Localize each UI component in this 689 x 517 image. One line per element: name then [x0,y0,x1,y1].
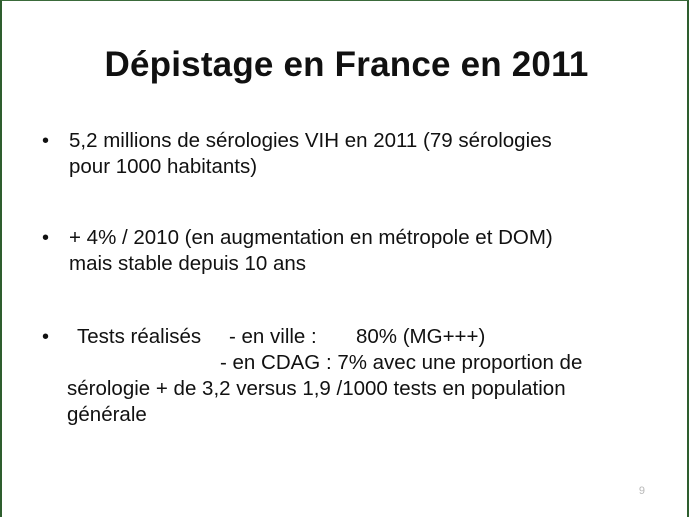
bullet-text-line: sérologie + de 3,2 versus 1,9 /1000 test… [67,377,566,400]
bullet-icon: • [42,130,50,152]
slide-title: Dépistage en France en 2011 [104,45,589,84]
bullet-text-line: 5,2 millions de sérologies VIH en 2011 (… [69,129,552,152]
bullet-icon: • [42,227,50,249]
ville-value: 80% (MG+++) [356,325,486,348]
tests-row: Tests réalisés - en ville : 80% (MG+++) [69,324,652,350]
bullet-icon: • [42,326,50,348]
cdag-line: - en CDAG : 7% avec une proportion de [220,351,583,374]
ville-label: - en ville : [229,325,317,348]
bullet-text-line: générale [67,403,147,426]
page-number: 9 [638,485,645,497]
bullet-list: • 5,2 millions de sérologies VIH en 2011… [42,128,652,428]
bullet-text-line: pour 1000 habitants) [69,155,258,178]
bullet-item-tests: • Tests réalisés - en ville :80% (MG+++) … [42,324,652,428]
bullet-item-serologies: • 5,2 millions de sérologies VIH en 2011… [42,128,652,180]
bullet-text-line: mais stable depuis 10 ans [69,252,307,275]
bullet-text-line: + 4% / 2010 (en augmentation en métropol… [69,226,553,249]
tests-label: Tests réalisés [77,325,202,348]
bullet-item-augmentation: • + 4% / 2010 (en augmentation en métrop… [42,225,652,277]
